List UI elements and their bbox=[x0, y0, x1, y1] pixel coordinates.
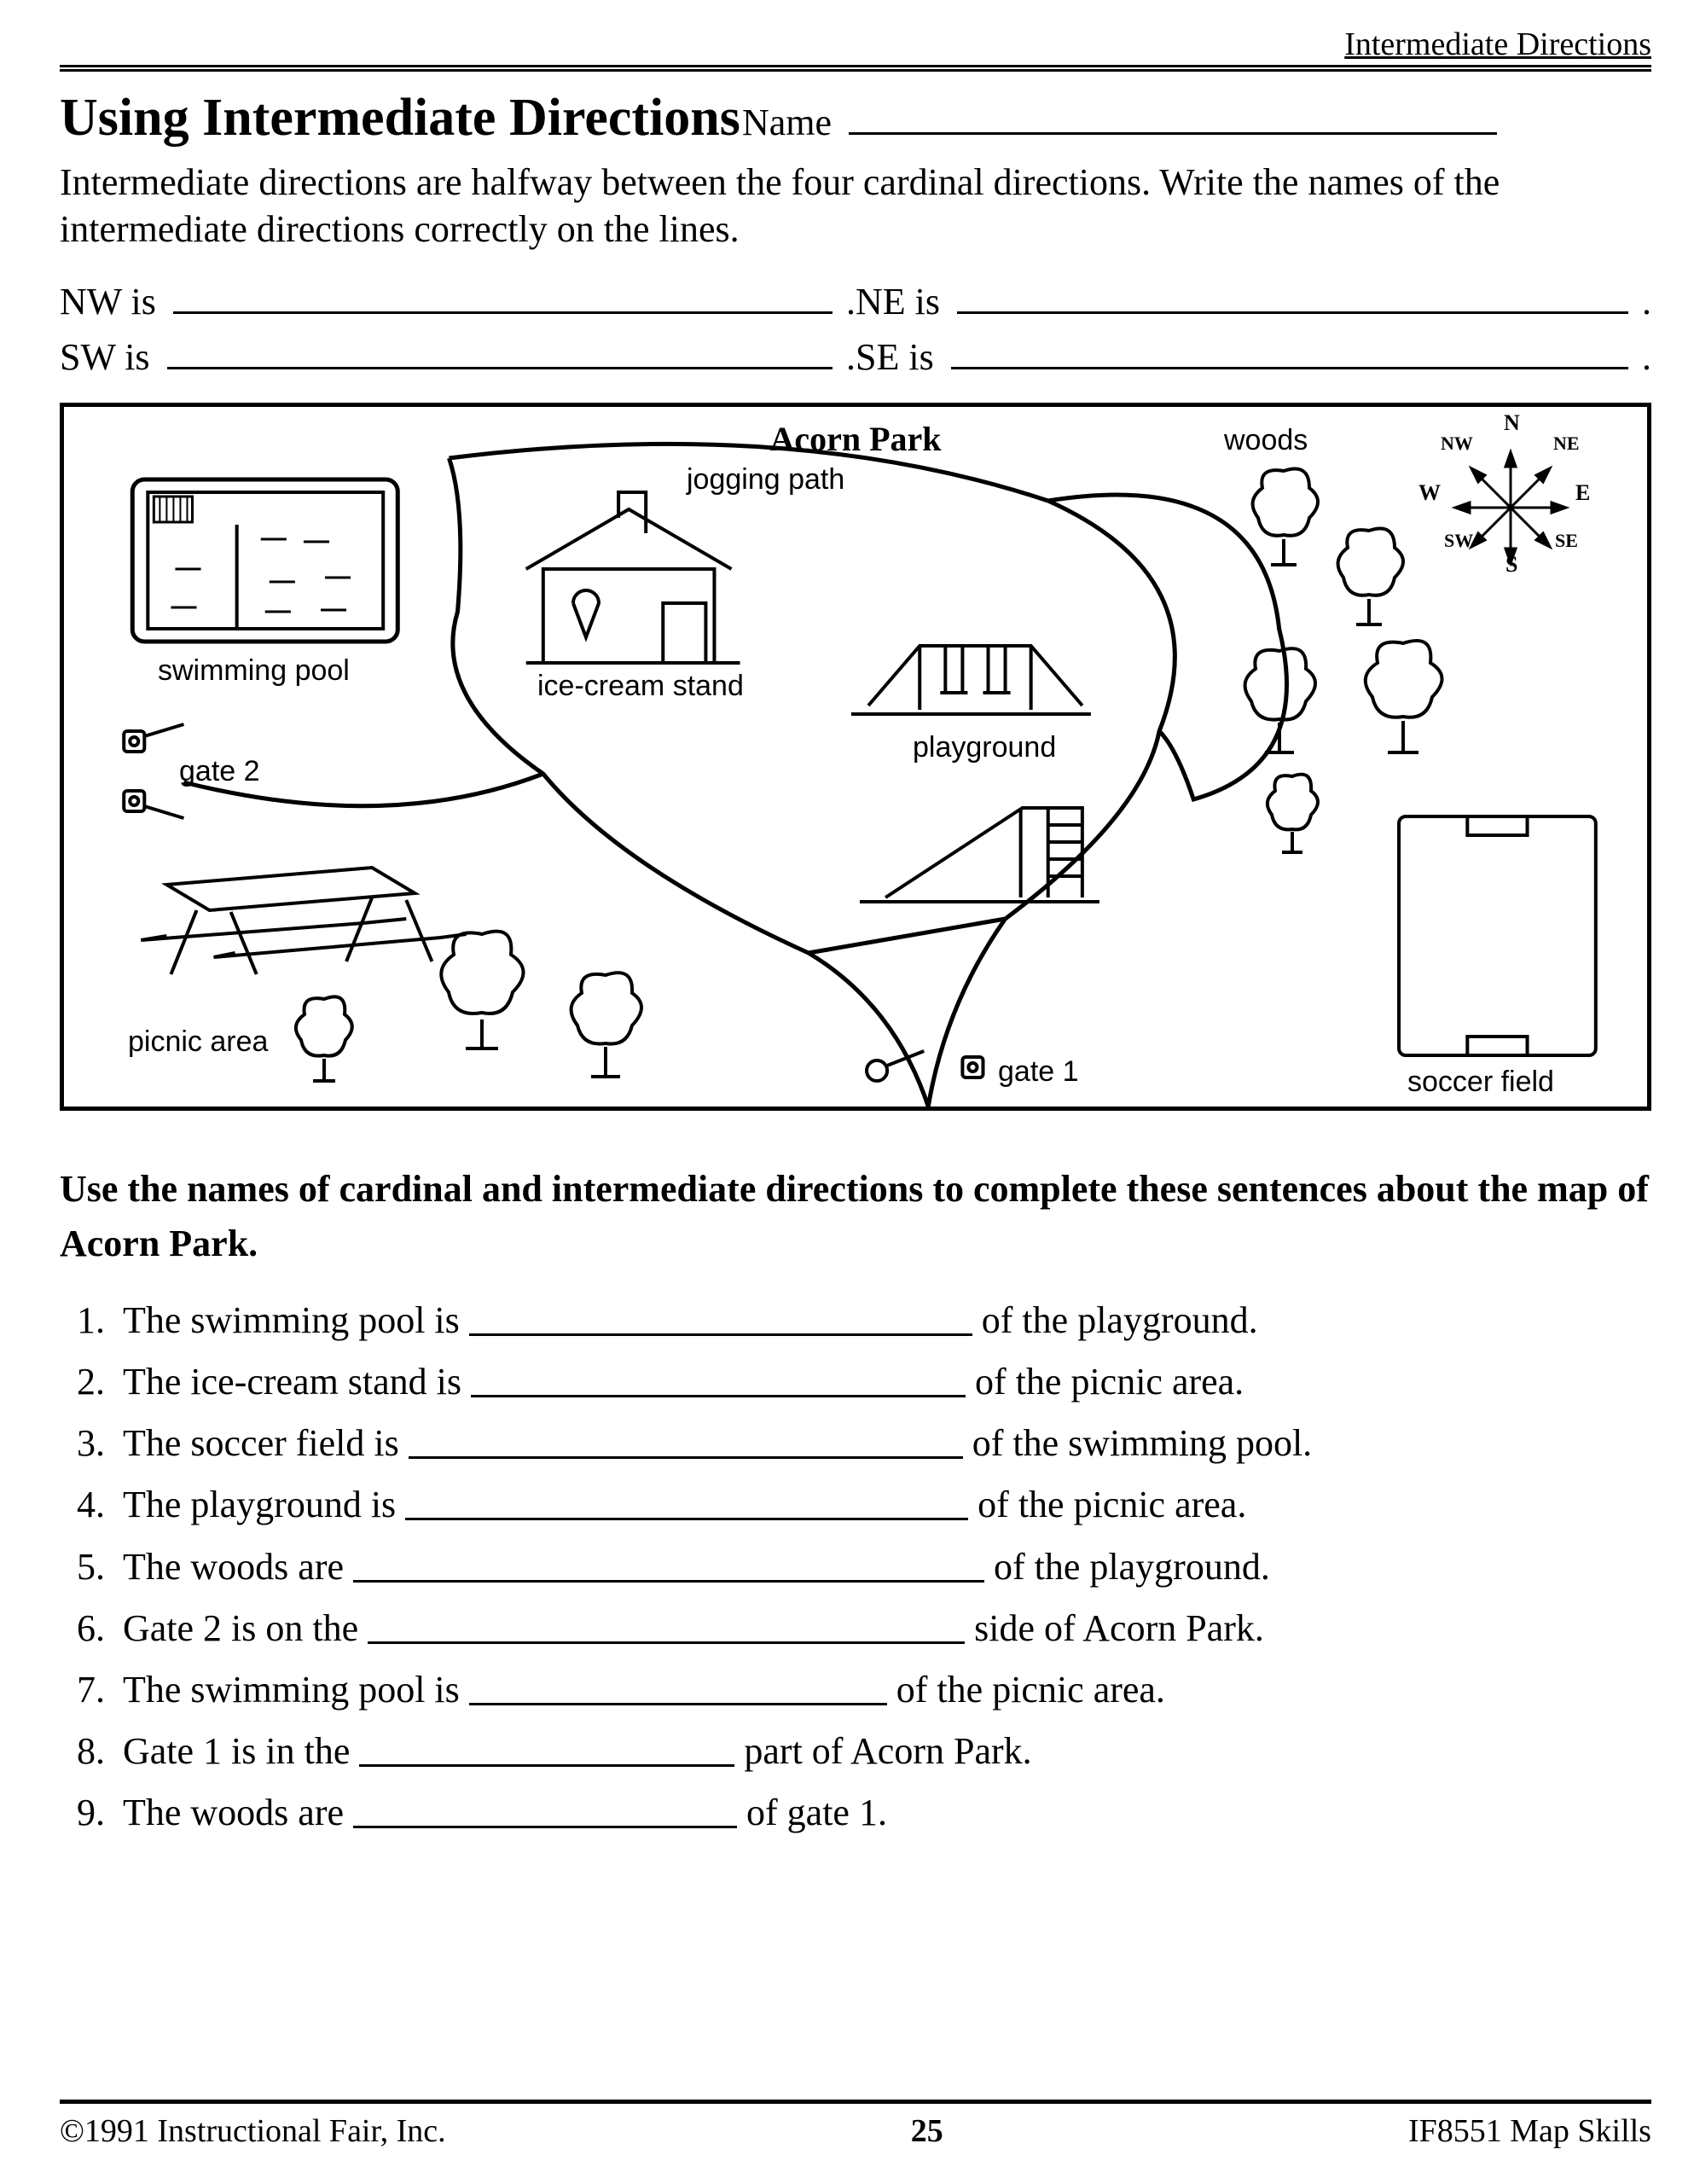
name-blank[interactable] bbox=[849, 107, 1497, 135]
question-list: The swimming pool is of the playground.T… bbox=[114, 1292, 1651, 1843]
question-before: Gate 2 is on the bbox=[123, 1607, 368, 1649]
se-label: SE is bbox=[856, 335, 934, 379]
answer-blank[interactable] bbox=[469, 1680, 887, 1705]
ne-label: NE is bbox=[856, 280, 940, 323]
sw-label: SW is bbox=[60, 335, 150, 379]
question-item: The woods are of gate 1. bbox=[114, 1784, 1651, 1842]
instructions-text: Use the names of cardinal and intermedia… bbox=[60, 1162, 1651, 1271]
tree-icon bbox=[1326, 518, 1412, 629]
period: . bbox=[846, 335, 856, 379]
question-before: The swimming pool is bbox=[123, 1669, 469, 1711]
period: . bbox=[1642, 280, 1651, 323]
se-blank[interactable] bbox=[951, 342, 1628, 369]
soccer-field-label: soccer field bbox=[1407, 1066, 1554, 1099]
sw-blank[interactable] bbox=[167, 342, 832, 369]
question-after: of gate 1. bbox=[737, 1792, 887, 1833]
question-after: of the picnic area. bbox=[887, 1669, 1165, 1711]
intro-text: Intermediate directions are halfway betw… bbox=[60, 159, 1651, 253]
question-after: of the playground. bbox=[972, 1299, 1258, 1341]
tree-icon bbox=[1233, 637, 1326, 757]
gate-1-label: gate 1 bbox=[998, 1055, 1079, 1089]
section-label: Intermediate Directions bbox=[60, 26, 1651, 72]
answer-blank[interactable] bbox=[353, 1557, 984, 1583]
question-before: Gate 1 is in the bbox=[123, 1730, 359, 1772]
question-item: The soccer field is of the swimming pool… bbox=[114, 1414, 1651, 1472]
name-label: Name bbox=[742, 101, 832, 144]
page-number: 25 bbox=[911, 2112, 943, 2150]
tree-icon bbox=[1352, 629, 1454, 757]
answer-blank[interactable] bbox=[469, 1310, 972, 1336]
question-after: side of Acorn Park. bbox=[965, 1607, 1264, 1649]
nw-blank[interactable] bbox=[173, 287, 832, 314]
blank-row-2: SW is . SE is . bbox=[60, 335, 1651, 379]
question-before: The woods are bbox=[123, 1792, 353, 1833]
question-item: Gate 1 is in the part of Acorn Park. bbox=[114, 1722, 1651, 1780]
period: . bbox=[846, 280, 856, 323]
question-before: The woods are bbox=[123, 1546, 353, 1588]
woods-label: woods bbox=[1224, 424, 1308, 457]
tree-icon bbox=[1241, 458, 1326, 569]
page-title: Using Intermediate Directions bbox=[60, 89, 742, 147]
period: . bbox=[1642, 335, 1651, 379]
tree-icon bbox=[286, 987, 363, 1085]
answer-blank[interactable] bbox=[405, 1495, 968, 1520]
question-item: The swimming pool is of the picnic area. bbox=[114, 1661, 1651, 1719]
tree-icon bbox=[559, 961, 653, 1081]
copyright: ©1991 Instructional Fair, Inc. bbox=[60, 2112, 446, 2150]
swimming-pool-label: swimming pool bbox=[158, 654, 350, 688]
question-item: The ice-cream stand is of the picnic are… bbox=[114, 1353, 1651, 1411]
question-item: The swimming pool is of the playground. bbox=[114, 1292, 1651, 1350]
question-after: of the picnic area. bbox=[966, 1361, 1244, 1403]
answer-blank[interactable] bbox=[409, 1433, 963, 1459]
question-after: of the picnic area. bbox=[968, 1484, 1246, 1525]
jogging-path-label: jogging path bbox=[687, 463, 844, 497]
question-item: The playground is of the picnic area. bbox=[114, 1476, 1651, 1534]
ne-blank[interactable] bbox=[957, 287, 1628, 314]
answer-blank[interactable] bbox=[368, 1618, 965, 1644]
tree-icon bbox=[426, 919, 537, 1055]
page-footer: ©1991 Instructional Fair, Inc. 25 IF8551… bbox=[60, 2100, 1651, 2150]
nw-label: NW is bbox=[60, 280, 156, 323]
ice-cream-stand-label: ice-cream stand bbox=[537, 670, 744, 703]
gate-2-label: gate 2 bbox=[179, 755, 260, 788]
name-field[interactable]: Name bbox=[742, 101, 1497, 144]
map-diagram: Acorn Park N S E W NE NW SE S bbox=[60, 403, 1651, 1111]
question-after: part of Acorn Park. bbox=[734, 1730, 1031, 1772]
question-before: The soccer field is bbox=[123, 1422, 409, 1464]
question-before: The swimming pool is bbox=[123, 1299, 469, 1341]
blank-row-1: NW is . NE is . bbox=[60, 280, 1651, 323]
answer-blank[interactable] bbox=[471, 1372, 966, 1397]
tree-icon bbox=[1258, 765, 1326, 859]
answer-blank[interactable] bbox=[359, 1741, 734, 1767]
question-before: The playground is bbox=[123, 1484, 405, 1525]
header-row: Using Intermediate Directions Name bbox=[60, 89, 1651, 147]
answer-blank[interactable] bbox=[353, 1803, 737, 1828]
question-after: of the swimming pool. bbox=[963, 1422, 1312, 1464]
playground-label: playground bbox=[913, 731, 1056, 764]
question-item: The woods are of the playground. bbox=[114, 1538, 1651, 1596]
question-before: The ice-cream stand is bbox=[123, 1361, 471, 1403]
question-item: Gate 2 is on the side of Acorn Park. bbox=[114, 1600, 1651, 1658]
book-code: IF8551 Map Skills bbox=[1408, 2112, 1651, 2150]
picnic-area-label: picnic area bbox=[128, 1025, 268, 1059]
question-after: of the playground. bbox=[984, 1546, 1270, 1588]
